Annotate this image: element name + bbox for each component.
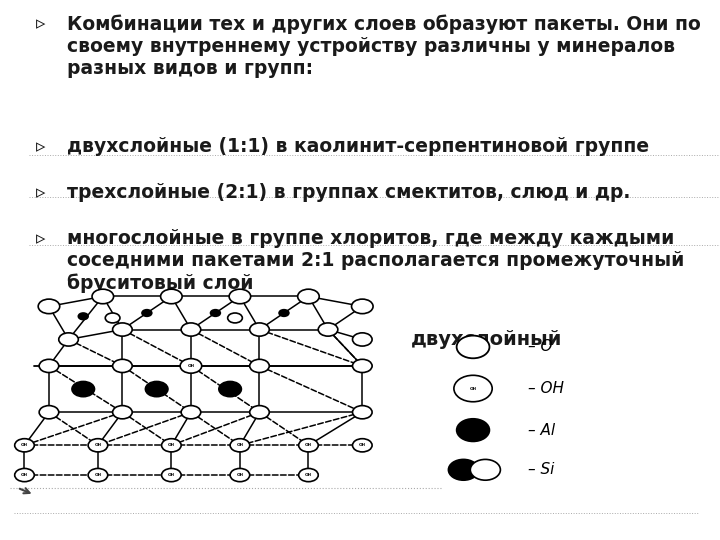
Circle shape <box>351 299 373 314</box>
Text: многослойные в группе хлоритов, где между каждыми соседними пакетами 2:1 распола: многослойные в группе хлоритов, где межд… <box>67 229 684 293</box>
Circle shape <box>142 309 152 316</box>
Text: OH: OH <box>305 443 312 447</box>
Circle shape <box>318 323 338 336</box>
Circle shape <box>112 406 132 419</box>
Circle shape <box>250 359 269 373</box>
Circle shape <box>181 323 201 336</box>
Circle shape <box>250 406 269 419</box>
Circle shape <box>180 359 202 373</box>
Text: двухслойные (1:1) в каолинит-серпентиновой группе: двухслойные (1:1) в каолинит-серпентинов… <box>67 137 649 157</box>
Circle shape <box>181 406 201 419</box>
Text: ▹: ▹ <box>36 229 45 248</box>
Circle shape <box>14 438 35 452</box>
Circle shape <box>72 381 94 397</box>
Circle shape <box>353 438 372 452</box>
Circle shape <box>250 323 269 336</box>
Circle shape <box>230 438 250 452</box>
Text: двухслойный: двухслойный <box>411 330 562 349</box>
Circle shape <box>353 406 372 419</box>
Circle shape <box>161 438 181 452</box>
Circle shape <box>161 289 182 303</box>
Circle shape <box>210 309 220 316</box>
Text: OH: OH <box>469 387 477 390</box>
Circle shape <box>454 375 492 402</box>
Circle shape <box>449 460 479 480</box>
Text: трехслойные (2:1) в группах смектитов, слюд и др.: трехслойные (2:1) в группах смектитов, с… <box>67 183 630 202</box>
Circle shape <box>88 438 108 452</box>
Circle shape <box>112 359 132 373</box>
Text: OH: OH <box>168 443 175 447</box>
Circle shape <box>228 313 243 323</box>
Text: ▹: ▹ <box>36 14 45 33</box>
Text: OH: OH <box>187 364 194 368</box>
Text: – Si: – Si <box>528 462 554 477</box>
Circle shape <box>38 299 60 314</box>
Text: OH: OH <box>236 443 243 447</box>
Text: – Al: – Al <box>528 423 555 437</box>
Circle shape <box>299 438 318 452</box>
Circle shape <box>470 460 500 480</box>
Text: OH: OH <box>168 473 175 477</box>
Text: – OH: – OH <box>528 381 564 396</box>
Circle shape <box>279 309 289 316</box>
Text: OH: OH <box>236 473 243 477</box>
Circle shape <box>219 381 241 397</box>
Circle shape <box>353 359 372 373</box>
Circle shape <box>145 381 168 397</box>
Circle shape <box>161 468 181 482</box>
Circle shape <box>105 313 120 323</box>
Circle shape <box>112 323 132 336</box>
Text: OH: OH <box>21 443 28 447</box>
Text: OH: OH <box>94 473 102 477</box>
Text: ▹: ▹ <box>36 183 45 202</box>
Circle shape <box>88 468 108 482</box>
Circle shape <box>297 289 319 303</box>
Text: OH: OH <box>359 443 366 447</box>
Circle shape <box>78 313 88 320</box>
Circle shape <box>92 289 114 303</box>
Circle shape <box>230 468 250 482</box>
Text: OH: OH <box>94 443 102 447</box>
Circle shape <box>39 359 59 373</box>
Circle shape <box>299 468 318 482</box>
Text: Комбинации тех и других слоев образуют пакеты. Они по своему внутреннему устройс: Комбинации тех и других слоев образуют п… <box>67 14 701 78</box>
Circle shape <box>456 335 490 359</box>
Text: OH: OH <box>21 473 28 477</box>
Circle shape <box>353 333 372 346</box>
Circle shape <box>39 406 59 419</box>
Circle shape <box>59 333 78 346</box>
Text: – O: – O <box>528 340 552 354</box>
Circle shape <box>14 468 35 482</box>
Text: ▹: ▹ <box>36 137 45 157</box>
Circle shape <box>229 289 251 303</box>
Circle shape <box>456 419 490 442</box>
Text: OH: OH <box>305 473 312 477</box>
